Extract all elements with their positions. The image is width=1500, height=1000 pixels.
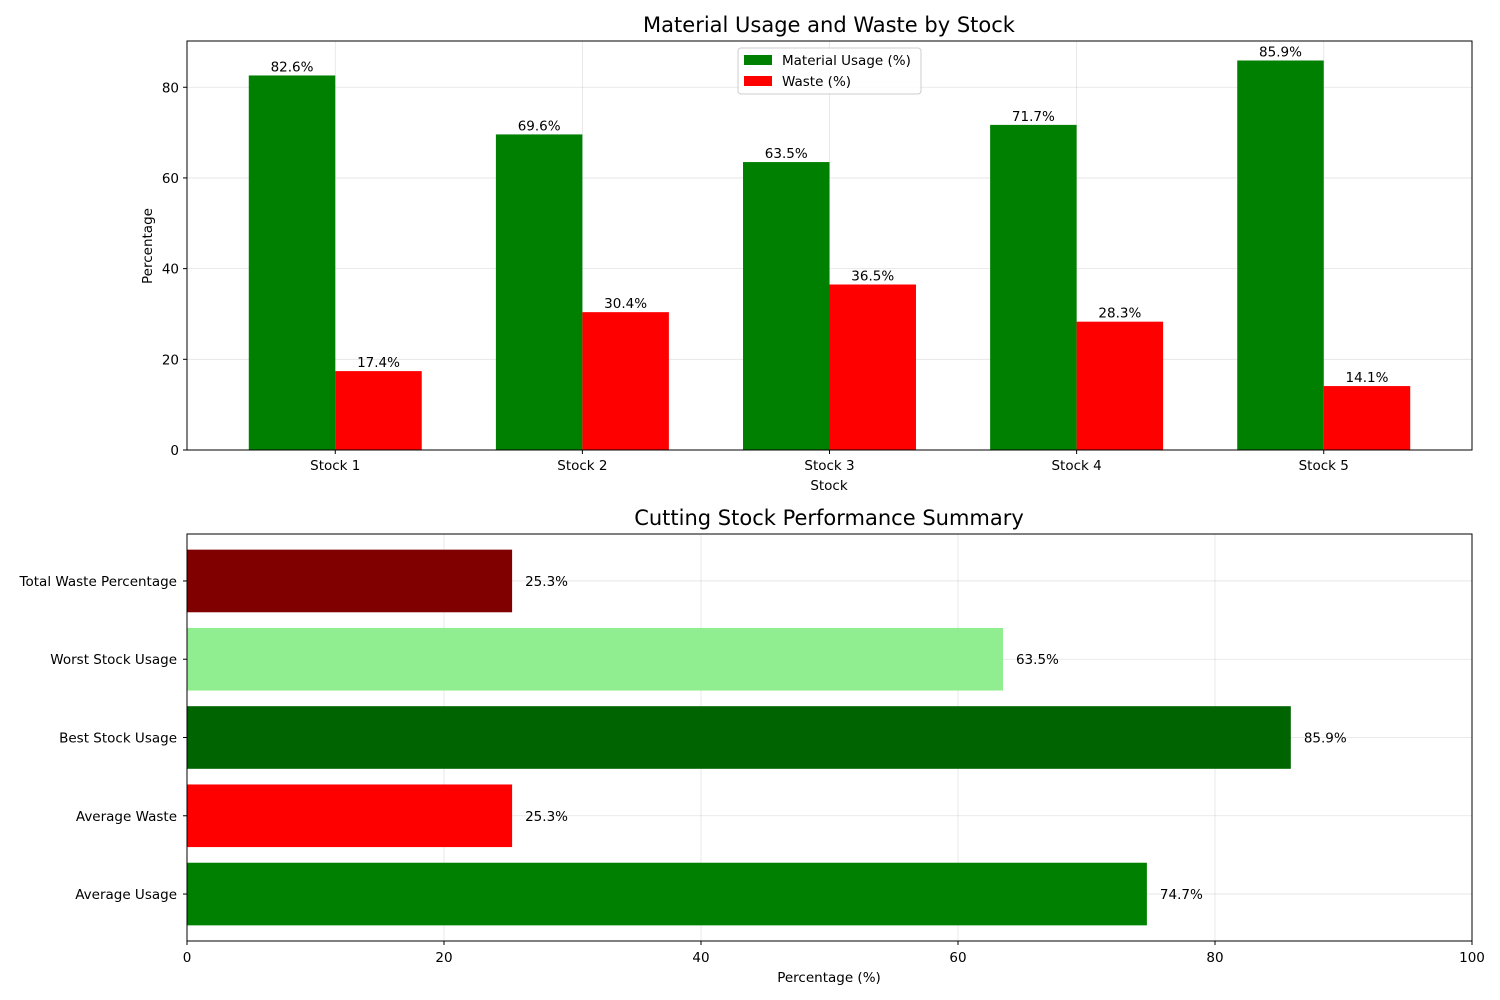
chart1-y-tick-label: 80 — [162, 80, 179, 96]
chart2-x-ticks: 0 20 40 60 80 100 — [183, 941, 1485, 966]
bar-total-waste-percentage — [187, 549, 513, 613]
bar-material-usage-stock-4 — [990, 124, 1077, 451]
value-label-material-usage-stock-2: 69.6% — [518, 118, 561, 134]
chart2-y-tick-label: Average Waste — [76, 809, 177, 825]
value-label-material-usage-stock-5: 85.9% — [1259, 44, 1302, 60]
value-label-material-usage-stock-3: 63.5% — [765, 146, 808, 162]
bar-waste-stock-2 — [582, 312, 669, 450]
chart2-title: Cutting Stock Performance Summary — [634, 506, 1024, 530]
chart1-title: Material Usage and Waste by Stock — [643, 13, 1016, 37]
chart1-x-tick-label: Stock 5 — [1299, 458, 1349, 474]
bar-waste-stock-5 — [1323, 386, 1411, 450]
chart1-bars — [248, 60, 1411, 451]
bar-material-usage-stock-2 — [495, 134, 583, 450]
chart2-bars — [187, 549, 1291, 926]
bar-worst-stock-usage — [187, 627, 1003, 691]
legend-frame — [737, 47, 922, 95]
chart1-y-ticks: 0 20 40 60 80 — [162, 80, 187, 459]
chart2-x-tick-label: 100 — [1459, 950, 1485, 966]
value-label-best-stock-usage: 85.9% — [1304, 731, 1347, 747]
chart2-y-tick-label: Average Usage — [75, 887, 177, 903]
chart2-y-tick-label: Total Waste Percentage — [19, 574, 177, 590]
chart2-x-tick-label: 60 — [949, 950, 966, 966]
value-label-average-waste: 25.3% — [525, 809, 568, 825]
bar-waste-stock-1 — [335, 371, 422, 450]
bar-average-waste — [187, 784, 513, 848]
chart1-value-labels: 82.6% 69.6% 63.5% 71.7% 85.9% 17.4% 30.4% 36.5%… — [271, 44, 1389, 386]
chart2-x-tick-label: 20 — [435, 950, 452, 966]
chart1-y-tick-label: 60 — [162, 171, 179, 187]
value-label-material-usage-stock-1: 82.6% — [271, 59, 314, 75]
bar-waste-stock-3 — [829, 284, 916, 450]
value-label-material-usage-stock-4: 71.7% — [1012, 109, 1055, 125]
chart2-value-labels: 74.7% 25.3% 85.9% 63.5% 25.3% — [525, 574, 1347, 903]
legend-swatch-waste — [744, 76, 772, 86]
value-label-waste-stock-1: 17.4% — [357, 355, 400, 371]
value-label-waste-stock-2: 30.4% — [604, 296, 647, 312]
chart1-legend: Material Usage (%) Waste (%) — [737, 47, 922, 95]
bar-average-usage — [187, 862, 1147, 926]
chart2-y-tick-label: Worst Stock Usage — [50, 652, 177, 668]
bar-material-usage-stock-5 — [1237, 60, 1324, 451]
usage-waste-chart: Material Usage and Waste by Stock 82.6% 6… — [140, 13, 1473, 494]
value-label-worst-stock-usage: 63.5% — [1016, 652, 1059, 668]
chart1-y-label: Percentage — [140, 208, 156, 284]
bar-material-usage-stock-1 — [248, 75, 336, 451]
chart1-y-tick-label: 20 — [162, 352, 179, 368]
bar-waste-stock-4 — [1076, 321, 1164, 450]
chart1-x-label: Stock — [810, 478, 848, 494]
legend-label-material-usage: Material Usage (%) — [782, 53, 911, 69]
value-label-waste-stock-3: 36.5% — [851, 268, 894, 284]
bar-best-stock-usage — [187, 706, 1291, 769]
legend-swatch-material-usage — [744, 55, 772, 65]
value-label-waste-stock-5: 14.1% — [1346, 370, 1389, 386]
value-label-total-waste-percentage: 25.3% — [525, 574, 568, 590]
chart2-x-tick-label: 80 — [1206, 950, 1223, 966]
chart2-y-ticks: Average Usage Average Waste Best Stock Usa… — [19, 574, 187, 903]
chart1-y-tick-label: 0 — [170, 443, 179, 459]
chart1-x-tick-label: Stock 1 — [310, 458, 360, 474]
chart2-y-tick-label: Best Stock Usage — [59, 731, 177, 747]
chart2-x-tick-label: 40 — [692, 950, 709, 966]
value-label-average-usage: 74.7% — [1160, 887, 1203, 903]
chart1-x-tick-label: Stock 4 — [1051, 458, 1101, 474]
bar-material-usage-stock-3 — [743, 162, 830, 450]
performance-summary-chart: Cutting Stock Performance Summary 74.7% 2… — [19, 506, 1485, 986]
chart1-x-ticks: Stock 1 Stock 2 Stock 3 Stock 4 Stock 5 — [310, 450, 1349, 474]
chart1-x-tick-label: Stock 2 — [557, 458, 607, 474]
legend-label-waste: Waste (%) — [782, 74, 851, 90]
chart2-x-label: Percentage (%) — [777, 970, 881, 986]
chart1-x-tick-label: Stock 3 — [804, 458, 854, 474]
chart1-y-tick-label: 40 — [162, 262, 179, 278]
chart2-x-tick-label: 0 — [183, 950, 192, 966]
value-label-waste-stock-4: 28.3% — [1098, 306, 1141, 322]
